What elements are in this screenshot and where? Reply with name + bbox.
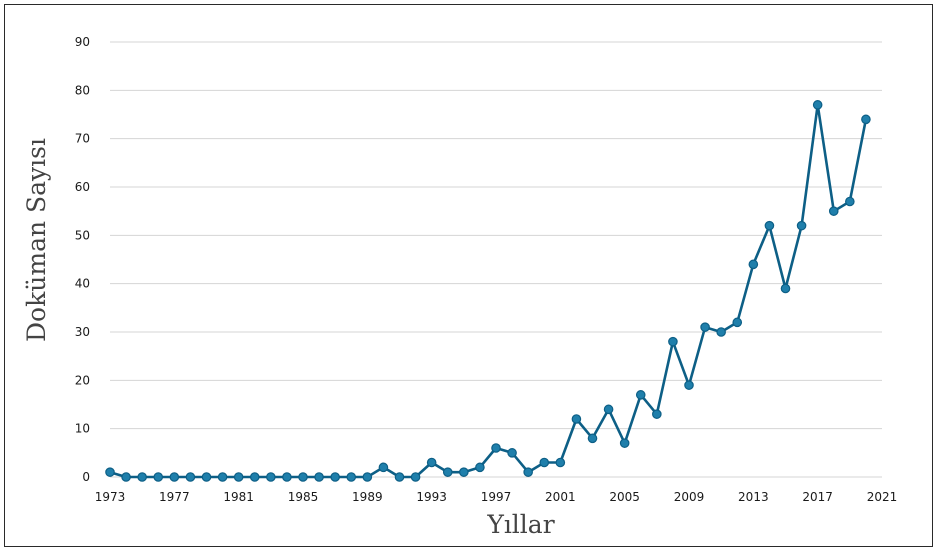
data-point-1977 xyxy=(169,472,180,482)
y-tick-label-0: 0 xyxy=(82,470,90,484)
data-point-2014 xyxy=(764,220,775,231)
x-axis-title: Yıllar xyxy=(486,510,554,539)
chart-frame: 0 10 20 30 40 50 60 70 80 90 1973 1977 1981 1985 1989… xyxy=(4,4,933,547)
data-point-2010 xyxy=(700,322,710,332)
y-tick-label-90: 90 xyxy=(75,35,90,49)
x-tick-label-2009: 2009 xyxy=(674,490,705,504)
data-point-2019 xyxy=(845,196,855,207)
data-point-2009 xyxy=(684,380,694,390)
line-chart: 0 10 20 30 40 50 60 70 80 90 1973 1977 1981 1985 1989… xyxy=(22,35,898,539)
y-tick-label-60: 60 xyxy=(75,180,90,194)
y-tick-labels: 0 10 20 30 40 50 60 70 80 90 xyxy=(75,35,90,484)
data-point-2016 xyxy=(796,220,807,231)
series-line-group xyxy=(108,103,868,479)
data-point-2005 xyxy=(619,438,630,448)
x-tick-label-2017: 2017 xyxy=(802,490,833,504)
data-point-2008 xyxy=(668,336,678,347)
data-points xyxy=(105,100,871,482)
data-point-2003 xyxy=(587,433,598,444)
data-point-2015 xyxy=(780,283,791,294)
x-tick-label-1993: 1993 xyxy=(416,490,447,504)
data-point-1987 xyxy=(330,472,340,482)
data-point-1994 xyxy=(442,467,453,477)
data-point-1975 xyxy=(137,472,147,482)
data-point-1984 xyxy=(282,472,292,482)
data-point-2020 xyxy=(861,114,871,125)
x-tick-label-1985: 1985 xyxy=(288,490,319,504)
data-point-1986 xyxy=(314,472,324,482)
data-point-1995 xyxy=(459,467,469,477)
x-tick-label-2013: 2013 xyxy=(738,490,769,504)
y-tick-label-70: 70 xyxy=(75,132,90,146)
data-point-2004 xyxy=(603,404,614,415)
data-point-1999 xyxy=(523,467,533,477)
y-tick-label-20: 20 xyxy=(75,373,90,387)
x-tick-label-1997: 1997 xyxy=(481,490,512,504)
data-point-1983 xyxy=(266,472,276,482)
data-point-1988 xyxy=(346,472,357,482)
data-point-1985 xyxy=(298,472,308,482)
data-point-2001 xyxy=(555,457,566,468)
x-tick-label-2021: 2021 xyxy=(867,490,898,504)
data-point-1992 xyxy=(410,472,421,482)
x-tick-label-2005: 2005 xyxy=(609,490,640,504)
x-tick-label-2001: 2001 xyxy=(545,490,576,504)
y-tick-label-30: 30 xyxy=(75,325,90,339)
data-point-1982 xyxy=(249,472,260,482)
data-point-1991 xyxy=(394,472,405,482)
gridlines xyxy=(110,41,882,478)
data-point-1979 xyxy=(201,472,212,482)
data-point-2006 xyxy=(635,390,646,400)
y-tick-label-40: 40 xyxy=(75,277,90,291)
data-point-2002 xyxy=(571,414,582,424)
y-tick-label-80: 80 xyxy=(75,83,90,97)
data-point-1990 xyxy=(378,462,389,473)
data-point-2012 xyxy=(732,317,743,328)
data-point-1989 xyxy=(362,472,373,482)
x-tick-label-1973: 1973 xyxy=(95,490,126,504)
data-point-1973 xyxy=(105,467,115,477)
data-point-1980 xyxy=(217,472,228,482)
data-point-1993 xyxy=(426,457,437,468)
series-line-0 xyxy=(108,103,868,479)
y-tick-label-50: 50 xyxy=(75,228,90,242)
data-point-1996 xyxy=(475,462,485,473)
data-point-1998 xyxy=(507,448,517,458)
data-point-2000 xyxy=(539,457,550,468)
data-point-2011 xyxy=(716,327,726,337)
x-tick-label-1989: 1989 xyxy=(352,490,383,504)
data-point-1976 xyxy=(153,472,164,482)
data-point-2017 xyxy=(812,100,823,110)
data-point-1978 xyxy=(185,472,196,482)
y-tick-label-10: 10 xyxy=(75,422,90,436)
data-point-2018 xyxy=(828,206,839,216)
x-tick-label-1977: 1977 xyxy=(159,490,190,504)
x-tick-labels: 1973 1977 1981 1985 1989 1993 1997 2001 2005 2009… xyxy=(95,490,898,504)
data-point-2013 xyxy=(748,259,759,270)
y-axis-title: Doküman Sayısı xyxy=(22,138,51,342)
data-point-1997 xyxy=(491,443,501,453)
x-tick-label-1981: 1981 xyxy=(223,490,254,504)
data-point-2007 xyxy=(652,409,662,419)
data-point-1974 xyxy=(121,472,131,482)
data-point-1981 xyxy=(233,472,244,482)
